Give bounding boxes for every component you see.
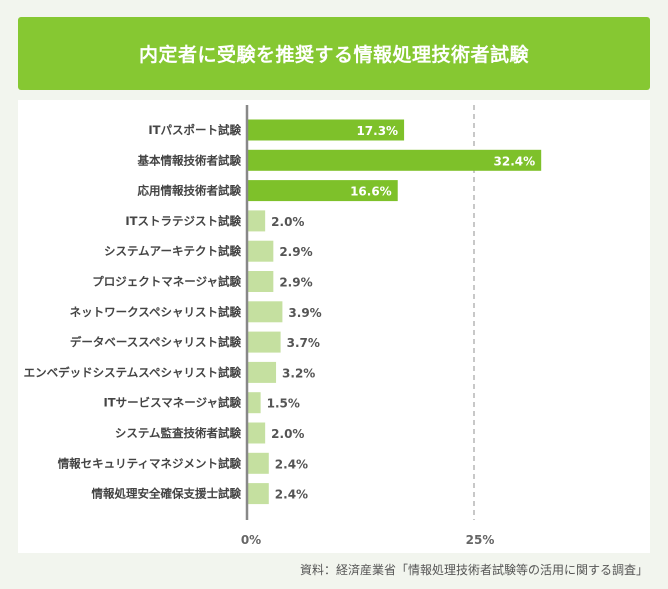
value-label-12: 2.4% [275,488,308,502]
chart-panel: ITパスポート試験 17.3% 基本情報技術者試験 32.4% 応用情報技術者試験 16.… [18,100,650,553]
category-label-7: データベーススペシャリスト試験 [70,335,242,349]
bar-0 [247,119,405,141]
category-label-9: ITサービスマネージャ試験 [104,396,242,410]
bar-11 [247,452,269,474]
value-label-10: 2.0% [271,427,304,441]
value-label-8: 3.2% [282,366,315,380]
bar-10 [247,422,266,444]
bar-7 [247,331,281,353]
source-note: 資料：経済産業省「情報処理技術者試験等の活用に関する調査」 [299,563,648,577]
category-label-3: ITストラテジスト試験 [125,214,241,228]
bar-5 [247,271,274,292]
category-label-5: プロジェクトマネージャ試験 [92,275,241,289]
category-label-1: 基本情報技術者試験 [137,153,242,167]
value-label-1: 32.4% [494,154,536,168]
category-label-6: ネットワークスペシャリスト試験 [70,305,242,319]
value-label-2: 16.6% [350,185,392,199]
value-label-5: 2.9% [279,276,312,290]
category-label-2: 応用情報技術者試験 [138,184,242,198]
x-tick-label-0: 0% [241,533,261,547]
value-label-0: 17.3% [356,124,398,138]
bar-6 [247,301,283,323]
bar-12 [247,483,269,505]
value-label-9: 1.5% [267,397,300,411]
bar-4 [247,240,274,262]
bar-8 [247,361,277,383]
category-label-12: 情報処理安全確保支援士試験 [91,487,242,501]
value-label-6: 3.9% [288,306,321,320]
bar-1 [247,149,542,171]
category-label-0: ITパスポート試験 [148,123,241,137]
category-label-8: エンベデッドシステムスペシャリスト試験 [24,365,242,379]
value-label-7: 3.7% [287,336,320,350]
bar-3 [247,210,266,232]
chart-title: 内定者に受験を推奨する情報処理技術者試験 [18,17,650,90]
category-label-10: システム監査技術者試験 [115,426,242,440]
value-label-4: 2.9% [279,245,312,259]
x-tick-label-1: 25% [466,533,495,547]
category-label-4: システムアーキテクト試験 [104,244,241,258]
category-label-11: 情報セキュリティマネジメント試験 [57,456,242,470]
bar-chart: ITパスポート試験 17.3% 基本情報技術者試験 32.4% 応用情報技術者試験 16.… [24,105,542,547]
bar-9 [247,392,261,414]
bar-2 [247,180,398,202]
value-label-3: 2.0% [271,215,304,229]
value-label-11: 2.4% [275,457,308,471]
